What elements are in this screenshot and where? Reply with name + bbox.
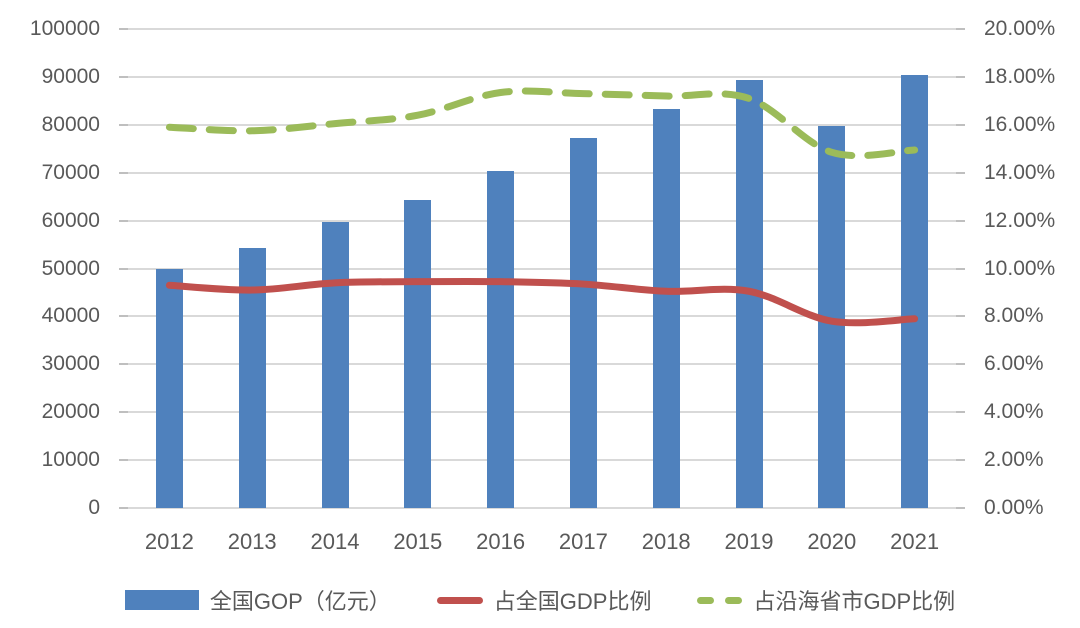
right-axis-tick-label: 14.00%	[984, 160, 1056, 184]
left-axis-tick-icon	[119, 219, 128, 222]
right-axis-tick-label: 18.00%	[984, 64, 1056, 88]
x-axis-label-2014: 2014	[310, 529, 360, 554]
right-axis-tick-icon	[956, 459, 965, 462]
left-axis-tick-label: 100000	[29, 17, 100, 40]
left-axis-tick-label: 50000	[41, 256, 100, 280]
bar-2012	[155, 268, 183, 508]
left-axis-tick-icon	[119, 459, 128, 462]
left-axis-tick-label: 20000	[41, 400, 100, 424]
gridline	[128, 411, 956, 414]
left-axis-tick-label: 70000	[41, 160, 100, 184]
legend: 全国GOP（亿元） 占全国GDP比例 占沿海省市GDP比例	[0, 582, 1080, 618]
bar-2018	[652, 108, 680, 508]
right-axis-tick-label: 16.00%	[984, 112, 1056, 136]
legend-item-coastal-share: 占沿海省市GDP比例	[697, 584, 955, 616]
right-axis-tick-label: 0.00%	[984, 496, 1044, 519]
x-axis-label-2017: 2017	[558, 529, 608, 554]
legend-label-national-share: 占全国GDP比例	[493, 589, 652, 614]
gridline	[128, 171, 956, 174]
left-axis-tick-icon	[119, 315, 128, 318]
left-axis-tick-label: 10000	[41, 448, 100, 472]
left-axis-tick-label: 0	[88, 496, 100, 519]
left-axis-tick-icon	[119, 507, 128, 509]
right-axis-tick-icon	[956, 507, 965, 509]
right-axis-tick-label: 12.00%	[984, 208, 1056, 232]
left-axis-tick-label: 90000	[41, 64, 100, 88]
x-axis-label-2021: 2021	[890, 529, 940, 554]
gridline	[128, 363, 956, 366]
gridline	[128, 28, 956, 30]
gridline	[128, 315, 956, 318]
left-axis-tick-icon	[119, 75, 128, 78]
right-axis-tick-label: 20.00%	[984, 17, 1056, 40]
x-axis-label-2019: 2019	[724, 529, 774, 554]
right-axis-tick-icon	[956, 123, 965, 126]
right-axis-tick-label: 4.00%	[984, 400, 1044, 424]
bar-2017	[569, 137, 597, 508]
right-axis-tick-label: 6.00%	[984, 352, 1044, 376]
dashed-line-swatch-icon	[697, 596, 743, 604]
left-axis-tick-label: 80000	[41, 112, 100, 136]
gridline	[128, 123, 956, 126]
gridline	[128, 219, 956, 222]
coastal-gdp-share-line	[165, 87, 919, 160]
left-axis-tick-icon	[119, 171, 128, 174]
right-axis-tick-icon	[956, 28, 965, 30]
x-axis-label-2015: 2015	[393, 529, 443, 554]
left-axis-tick-icon	[119, 267, 128, 270]
solid-line-swatch-icon	[436, 596, 483, 604]
right-axis-tick-icon	[956, 219, 965, 222]
gridline	[128, 459, 956, 462]
right-axis-tick-label: 8.00%	[984, 304, 1044, 328]
right-axis-tick-icon	[956, 411, 965, 414]
left-axis-tick-label: 30000	[41, 352, 100, 376]
left-axis-tick-icon	[119, 411, 128, 414]
right-axis-tick-label: 2.00%	[984, 448, 1044, 472]
left-axis-tick-icon	[119, 123, 128, 126]
x-axis-label-2016: 2016	[476, 529, 526, 554]
bar-swatch-icon	[124, 590, 199, 610]
legend-item-national-share: 占全国GDP比例	[436, 584, 652, 616]
left-axis-tick-label: 60000	[41, 208, 100, 232]
right-axis-tick-label: 10.00%	[984, 256, 1056, 280]
right-axis-tick-icon	[956, 315, 965, 318]
right-axis-tick-icon	[956, 267, 965, 270]
left-axis-tick-icon	[119, 28, 128, 30]
bar-2015	[404, 200, 432, 508]
x-axis-label-2018: 2018	[641, 529, 691, 554]
right-axis-tick-icon	[956, 75, 965, 78]
x-axis-label-2012: 2012	[144, 529, 194, 554]
legend-item-gdp-bars: 全国GOP（亿元）	[124, 584, 391, 616]
right-axis-tick-icon	[956, 171, 965, 174]
gridline	[128, 267, 956, 270]
legend-label-gdp-bars: 全国GOP（亿元）	[209, 589, 391, 614]
left-axis-tick-label: 40000	[41, 304, 100, 328]
gridline	[128, 75, 956, 78]
national-gdp-share-line	[165, 277, 919, 327]
x-axis-label-2013: 2013	[227, 529, 277, 554]
bar-2016	[487, 170, 515, 508]
bar-2014	[321, 221, 349, 508]
x-axis-label-2020: 2020	[807, 529, 857, 554]
legend-label-coastal-share: 占沿海省市GDP比例	[753, 589, 956, 614]
left-axis-tick-icon	[119, 363, 128, 366]
right-axis-tick-icon	[956, 363, 965, 366]
gridline	[128, 507, 956, 509]
